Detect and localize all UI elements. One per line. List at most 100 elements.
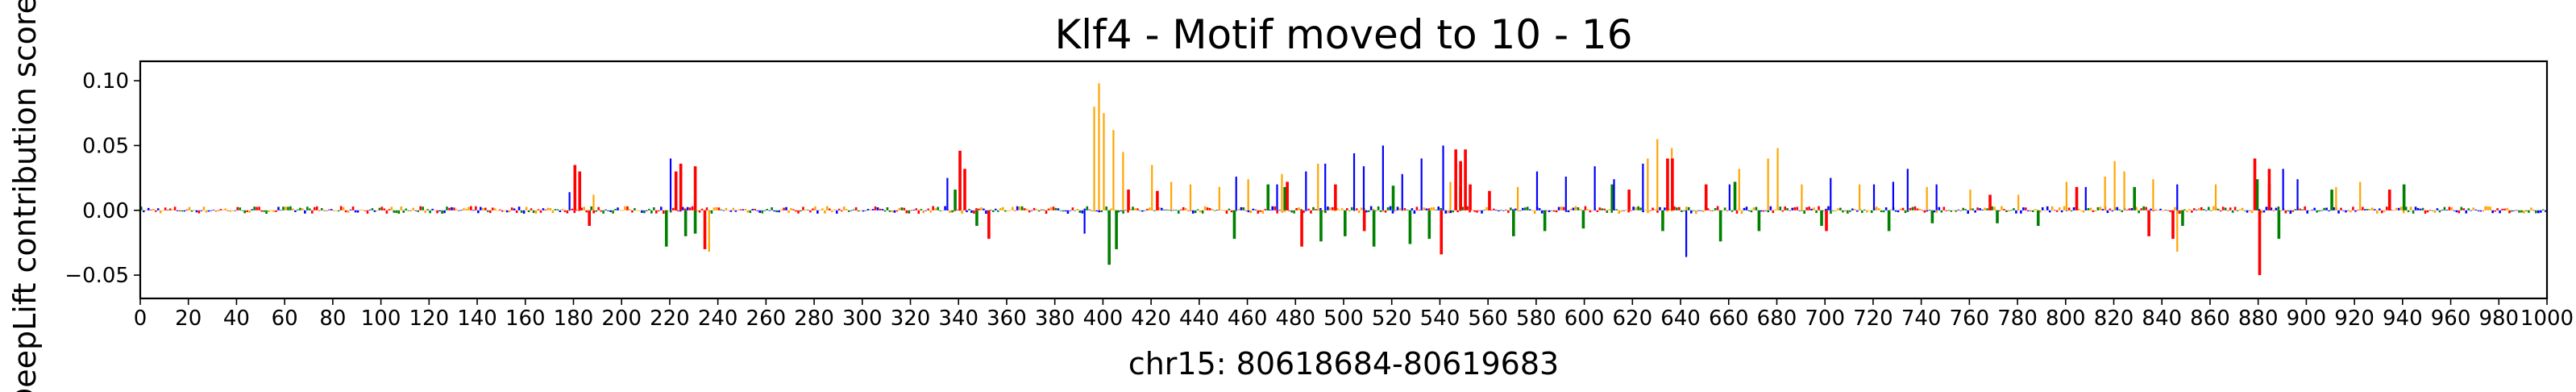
noise-bar: [561, 209, 564, 211]
noise-bar: [197, 210, 201, 214]
contribution-bar-T: [703, 210, 707, 249]
noise-bar: [2465, 210, 2468, 214]
contribution-bar-T: [2171, 210, 2175, 240]
contribution-bar-C: [1892, 181, 1895, 211]
noise-bar: [517, 206, 521, 211]
noise-bar: [1327, 206, 1329, 211]
noise-bar: [1856, 210, 1859, 212]
x-tick-label: 260: [746, 307, 787, 331]
x-tick-label: 940: [2383, 307, 2423, 331]
noise-bar: [1273, 206, 1277, 211]
noise-bar: [2523, 210, 2525, 214]
noise-bar: [1432, 206, 1435, 211]
noise-bar: [2096, 206, 2100, 211]
noise-bar: [2366, 209, 2369, 211]
x-tick-label: 920: [2334, 307, 2374, 331]
noise-bar: [824, 210, 826, 214]
noise-bar: [534, 210, 538, 214]
noise-bar: [978, 208, 980, 211]
noise-bar: [1974, 210, 1976, 213]
noise-bar: [2399, 206, 2403, 211]
noise-bar: [1003, 210, 1007, 212]
noise-bar: [289, 206, 292, 211]
noise-bar: [2350, 210, 2352, 213]
noise-bar: [390, 206, 393, 211]
noise-bar: [2409, 206, 2412, 211]
noise-bar: [932, 206, 934, 211]
noise-bar: [2118, 209, 2121, 211]
noise-bar: [956, 209, 958, 211]
noise-bar: [2458, 210, 2461, 214]
noise-bar: [2429, 210, 2432, 211]
noise-bar: [2479, 210, 2482, 212]
noise-bar: [2092, 210, 2095, 212]
noise-bar: [1664, 207, 1666, 211]
noise-bar: [2467, 208, 2470, 211]
noise-bar: [1880, 210, 1883, 213]
noise-bar: [2015, 210, 2017, 214]
noise-bar: [1894, 210, 1897, 212]
noise-bar: [592, 210, 595, 214]
noise-bar: [248, 210, 251, 213]
noise-bar: [1644, 209, 1647, 211]
noise-bar: [1935, 210, 1938, 213]
noise-bar: [1784, 206, 1787, 211]
noise-bar: [1735, 210, 1739, 214]
noise-bar: [2174, 206, 2176, 211]
contribution-bar-C: [1642, 163, 1644, 211]
noise-bar: [1191, 210, 1195, 214]
noise-bar: [2412, 210, 2415, 214]
noise-bar: [1500, 210, 1502, 211]
contribution-bar-G: [592, 194, 595, 211]
noise-bar: [193, 210, 196, 211]
contribution-bar-A: [664, 210, 668, 247]
noise-bar: [1601, 208, 1604, 211]
noise-bar: [614, 209, 617, 211]
contribution-bar-A: [1408, 210, 1412, 244]
noise-bar: [190, 210, 193, 212]
noise-bar: [501, 210, 504, 212]
noise-bar: [1849, 210, 1851, 212]
x-tick-label: 1000: [2520, 307, 2574, 331]
noise-bar: [1283, 210, 1286, 212]
contribution-bar-G: [2017, 194, 2020, 211]
noise-bar: [1716, 206, 1719, 211]
noise-bar: [1940, 210, 1943, 213]
noise-bar: [2034, 209, 2037, 211]
noise-bar: [1001, 206, 1004, 211]
noise-bar: [980, 206, 983, 211]
noise-bar: [299, 207, 301, 211]
noise-bar: [2362, 206, 2364, 211]
noise-bar: [1562, 206, 1565, 211]
noise-bar: [1179, 209, 1182, 211]
noise-bar: [1521, 207, 1524, 211]
noise-bar: [2426, 210, 2429, 213]
noise-bar: [1825, 208, 1827, 211]
noise-bar: [1329, 207, 1332, 211]
noise-bar: [886, 206, 889, 211]
noise-bar: [1423, 207, 1426, 211]
contribution-bar-A: [2277, 210, 2281, 240]
noise-bar: [669, 210, 672, 213]
x-tick-label: 620: [1612, 307, 1652, 331]
contribution-bar-T: [1671, 158, 1674, 211]
noise-bar: [2345, 210, 2347, 213]
contribution-bars: [140, 83, 2547, 276]
contribution-bar-G: [2113, 161, 2116, 211]
noise-bar: [2179, 210, 2181, 215]
noise-bar: [1476, 210, 1478, 213]
noise-bar: [515, 210, 518, 213]
noise-bar: [1979, 208, 1981, 211]
noise-bar: [1810, 208, 1813, 211]
noise-bar: [775, 210, 778, 213]
noise-bar: [2270, 207, 2273, 211]
noise-bar: [1129, 209, 1132, 211]
noise-bar: [944, 206, 946, 211]
noise-bar: [1052, 206, 1055, 211]
x-tick-label: 500: [1323, 307, 1364, 331]
noise-bar: [2407, 210, 2410, 212]
noise-bar: [1490, 210, 1493, 211]
noise-bar: [2445, 209, 2449, 211]
noise-bar: [1625, 210, 1627, 211]
noise-bar: [2262, 210, 2266, 213]
